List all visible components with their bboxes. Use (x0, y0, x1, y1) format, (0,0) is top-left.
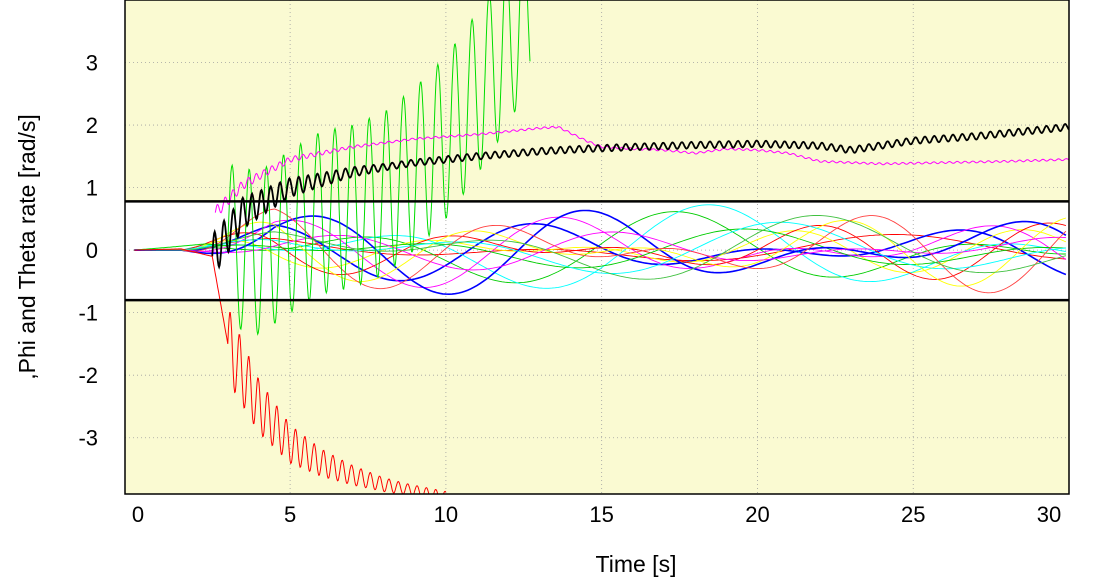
series-line (134, 248, 447, 494)
x-tick-label: 30 (1037, 502, 1061, 527)
thin-trajectories (134, 204, 1067, 296)
trajectory-line (134, 208, 1067, 294)
y-axis-title: ,Phi and Theta rate [rad/s] (14, 114, 40, 380)
trajectory-line (134, 215, 1067, 280)
x-tick-label: 25 (901, 502, 925, 527)
x-axis-title: Time [s] (596, 551, 677, 577)
series-line (211, 122, 1069, 270)
grid-lines (125, 0, 1069, 494)
y-tick-label: 1 (86, 176, 98, 201)
y-tick-label: -2 (78, 363, 98, 388)
trajectory-line (134, 217, 1067, 287)
y-tick-label: 0 (86, 238, 98, 263)
y-tick-label: -3 (78, 426, 98, 451)
x-tick-labels: 0 5 10 15 20 25 30 (132, 502, 1061, 527)
y-tick-label: 3 (86, 51, 98, 76)
trajectory-line (134, 221, 1066, 274)
plot-frame (124, 0, 1070, 495)
series-line (134, 0, 531, 336)
y-tick-label: -1 (78, 301, 98, 326)
x-tick-label: 5 (284, 502, 296, 527)
trajectory-line (134, 204, 1066, 289)
x-tick-label: 10 (434, 502, 458, 527)
series-lines (134, 0, 1069, 494)
y-tick-label: 2 (86, 113, 98, 138)
trajectory-line (134, 209, 1067, 296)
trajectory-line (134, 222, 1067, 282)
trajectory-line (134, 234, 1066, 262)
x-tick-label: 20 (745, 502, 769, 527)
x-tick-label: 0 (132, 502, 144, 527)
trajectory-line (134, 222, 1067, 280)
x-tick-label: 15 (589, 502, 613, 527)
y-tick-labels: -3 -2 -1 0 1 2 3 (78, 51, 98, 451)
trajectory-line (134, 231, 1066, 271)
series-line (214, 125, 1069, 214)
